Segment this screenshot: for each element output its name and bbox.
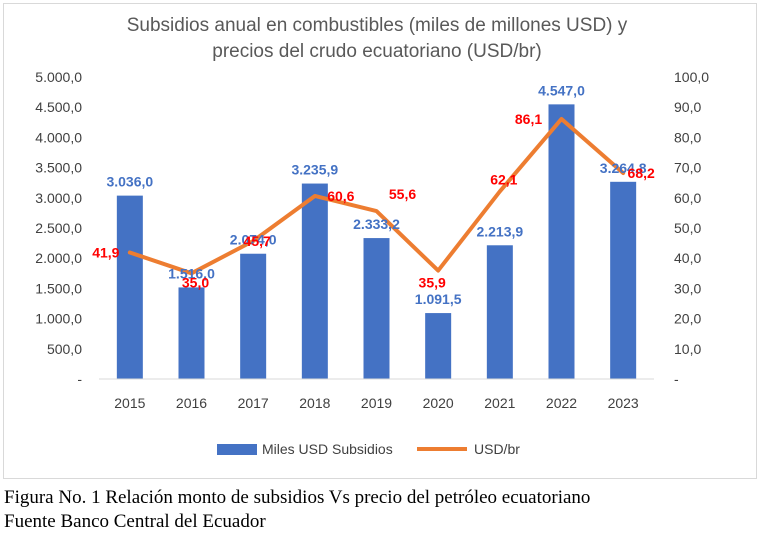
left-tick-label: - [77,371,82,387]
bar-series [116,104,637,379]
bar-data-label: 4.547,0 [538,82,585,98]
bar-data-label: 1.516,0 [168,265,215,281]
right-tick-label: 60,0 [674,190,701,206]
x-tick-label: 2016 [176,395,207,411]
bar-data-label: 1.091,5 [415,291,462,307]
bar [486,245,513,379]
left-tick-label: 1.000,0 [35,311,82,327]
figure-caption: Figura No. 1 Relación monto de subsidios… [4,487,591,508]
right-tick-label: 70,0 [674,160,701,176]
legend-label-bar: Miles USD Subsidios [262,441,393,457]
legend-swatch-bar [217,444,257,455]
line-series [127,116,626,276]
right-tick-label: 90,0 [674,99,701,115]
bar-data-label: 2.074,0 [230,232,277,248]
bar [548,104,575,379]
left-tick-label: 1.500,0 [35,280,82,296]
right-tick-label: 50,0 [674,220,701,236]
x-tick-label: 2022 [546,395,577,411]
line-data-label: 41,9 [92,244,119,260]
bar [610,181,637,379]
chart-frame: Subsidios anual en combustibles (miles d… [3,3,757,479]
x-tick-label: 2020 [423,395,454,411]
chart-title-line-2: precios del crudo ecuatoriano (USD/br) [212,41,542,62]
x-axis-ticks: 2015 2016 2017 2018 2019 2020 2021 2022 2023 [114,395,639,411]
x-tick-label: 2017 [238,395,269,411]
x-tick-label: 2015 [114,395,145,411]
right-tick-label: - [674,371,679,387]
figure-source: Fuente Banco Central del Ecuador [4,511,266,532]
left-tick-label: 2.000,0 [35,250,82,266]
line-data-label: 60,6 [327,188,354,204]
bar [301,183,328,379]
left-tick-label: 4.500,0 [35,99,82,115]
bar [363,238,390,379]
x-tick-label: 2023 [608,395,639,411]
right-tick-label: 40,0 [674,250,701,266]
bar-data-label: 2.333,2 [353,216,400,232]
bar [425,313,452,379]
bar [116,195,143,379]
right-tick-label: 10,0 [674,341,701,357]
right-tick-label: 20,0 [674,311,701,327]
chart-title-line-1: Subsidios anual en combustibles (miles d… [127,15,628,36]
legend-label-line: USD/br [474,441,520,457]
bar [240,253,267,379]
line-data-label: 68,2 [628,165,655,181]
x-tick-label: 2019 [361,395,392,411]
line-data-label: 62,1 [490,171,517,187]
line-data-label: 45,7 [244,233,271,249]
line-data-label: 55,6 [389,186,416,202]
bar-data-label: 3.264,8 [600,160,647,176]
left-tick-label: 2.500,0 [35,220,82,236]
left-tick-label: 5.000,0 [35,69,82,85]
left-tick-label: 500,0 [47,341,82,357]
right-tick-label: 80,0 [674,129,701,145]
right-tick-label: 100,0 [674,69,709,85]
combo-chart: Subsidios anual en combustibles (miles d… [35,15,709,457]
line-data-labels: 41,9 35,0 45,7 60,6 55,6 35,9 62,1 86,1 68,2 [92,111,655,291]
bar-data-label: 2.213,9 [476,223,523,239]
x-tick-label: 2018 [299,395,330,411]
bar-data-label: 3.235,9 [291,162,338,178]
left-tick-label: 3.000,0 [35,190,82,206]
left-tick-label: 4.000,0 [35,129,82,145]
left-axis-ticks: - 500,0 1.000,0 1.500,0 2.000,0 2.500,0 3.000,… [35,69,82,387]
left-tick-label: 3.500,0 [35,160,82,176]
legend: Miles USD Subsidios USD/br [217,441,520,457]
x-tick-label: 2021 [484,395,515,411]
right-axis-ticks: - 10,0 20,0 30,0 40,0 50,0 60,0 70,0 80,0 90,0 100… [674,69,709,387]
line-data-label: 35,0 [182,274,209,290]
line-data-label: 35,9 [419,275,446,291]
bar-data-labels: 3.036,0 1.516,0 2.074,0 3.235,9 2.333,2 1.091… [106,82,646,307]
line-data-label: 86,1 [515,111,542,127]
bar-data-label: 3.036,0 [106,174,153,190]
right-tick-label: 30,0 [674,280,701,296]
bar [178,287,205,379]
